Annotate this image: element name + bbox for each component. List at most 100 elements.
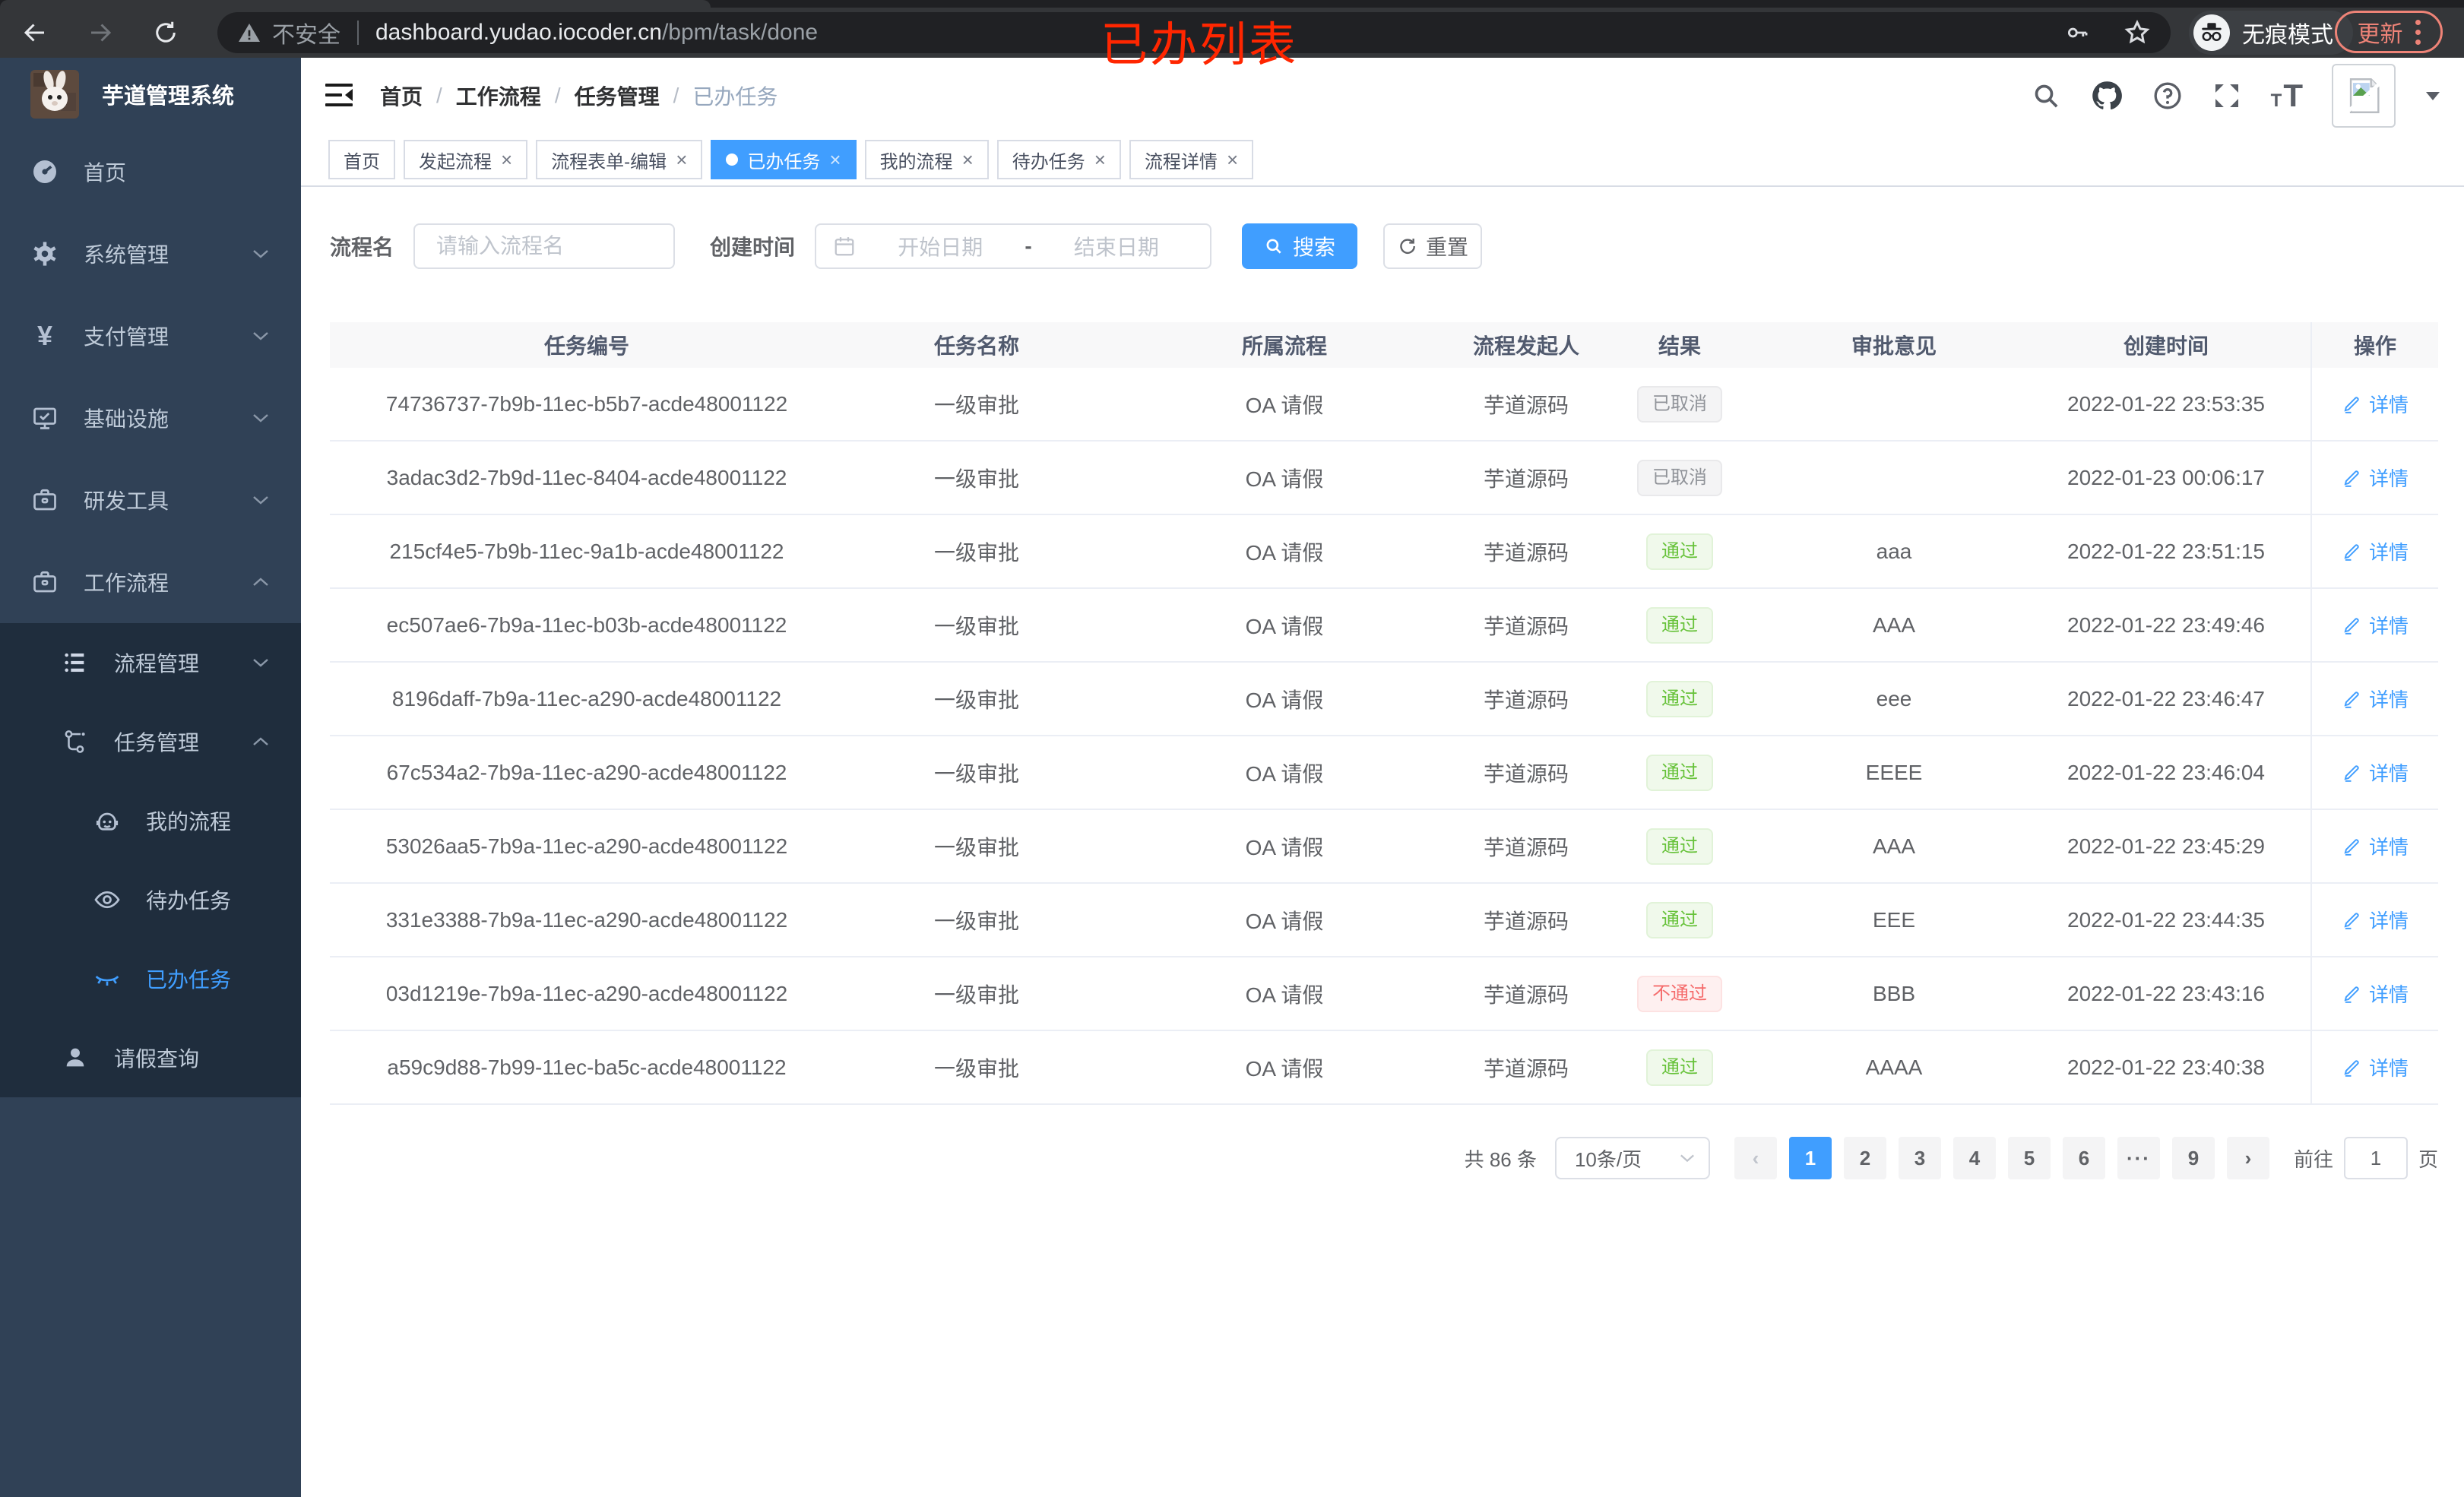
process-cell: OA 请假: [1245, 540, 1324, 565]
pagination: 共 86 条 10条/页 ‹ 1 2 3 4 5 6 ··· 9: [1465, 1137, 2438, 1179]
tab[interactable]: 已办任务 ×: [711, 140, 857, 179]
page-button[interactable]: ‹: [1734, 1137, 1777, 1179]
browser-back-icon[interactable]: [21, 19, 49, 46]
sidebar-toggle-icon[interactable]: [325, 82, 356, 108]
detail-link[interactable]: 详情: [2342, 464, 2409, 492]
caret-down-icon[interactable]: [2424, 90, 2441, 101]
sidebar-item-workflow[interactable]: 工作流程: [0, 541, 301, 623]
sidebar-item-leave-query[interactable]: 请假查询: [0, 1018, 301, 1097]
process-cell: OA 请假: [1245, 1056, 1324, 1081]
sidebar-item-system[interactable]: 系统管理: [0, 213, 301, 295]
tab-close-icon[interactable]: ×: [676, 148, 688, 171]
tab-label: 我的流程: [879, 151, 953, 172]
sidebar-item-infrastructure[interactable]: 基础设施: [0, 377, 301, 459]
detail-link[interactable]: 详情: [2342, 611, 2409, 639]
actions-cell: 详情: [2310, 736, 2438, 809]
sidebar-item-todo-tasks[interactable]: 待办任务: [0, 860, 301, 939]
avatar[interactable]: [2332, 64, 2396, 128]
app-logo[interactable]: 芋道管理系统: [0, 58, 301, 131]
process-name-input[interactable]: [413, 223, 676, 269]
page-button[interactable]: ···: [2117, 1137, 2160, 1179]
breadcrumb-task-management[interactable]: 任务管理: [574, 85, 660, 109]
comment-cell: BBB: [1872, 981, 1916, 1005]
tab[interactable]: 我的流程 ×: [864, 140, 989, 179]
edit-pencil-icon: [2344, 543, 2359, 561]
initiator-cell: 芋道源码: [1483, 761, 1569, 786]
browser-reload-icon[interactable]: [152, 19, 179, 46]
bookmark-star-icon[interactable]: [2124, 19, 2151, 46]
page-size-select[interactable]: 10条/页: [1554, 1137, 1710, 1179]
page-button[interactable]: 5: [2007, 1137, 2051, 1179]
breadcrumb-home[interactable]: 首页: [380, 85, 423, 109]
tab-close-icon[interactable]: ×: [961, 148, 974, 171]
tab[interactable]: 待办任务 ×: [996, 140, 1121, 179]
tab[interactable]: 流程表单-编辑 ×: [536, 140, 703, 179]
url-host: dashboard.yudao.iocoder.cn: [375, 20, 662, 45]
detail-link[interactable]: 详情: [2342, 758, 2409, 786]
fullscreen-icon[interactable]: [2212, 81, 2242, 111]
end-date-placeholder[interactable]: 结束日期: [1073, 236, 1159, 259]
actions-cell: 详情: [2310, 957, 2438, 1030]
table-row: ec507ae6-7b9a-11ec-b03b-acde48001122 一级审…: [330, 589, 2438, 663]
page-button[interactable]: 3: [1898, 1137, 1941, 1179]
task-name-cell: 一级审批: [933, 614, 1019, 638]
comment-cell: [1766, 442, 2022, 514]
address-bar[interactable]: 不安全 dashboard.yudao.iocoder.cn/bpm/task/…: [217, 12, 2171, 53]
github-icon[interactable]: [2090, 79, 2124, 112]
tab-close-icon[interactable]: ×: [1226, 148, 1239, 171]
help-icon[interactable]: [2152, 81, 2183, 111]
date-range-picker[interactable]: 开始日期 - 结束日期: [815, 223, 1212, 269]
sidebar-item-home[interactable]: 首页: [0, 131, 301, 213]
tab-label: 待办任务: [1012, 151, 1085, 172]
tab[interactable]: 首页 ×: [328, 140, 395, 179]
detail-link[interactable]: 详情: [2342, 980, 2409, 1008]
detail-link[interactable]: 详情: [2342, 906, 2409, 934]
detail-link[interactable]: 详情: [2342, 1053, 2409, 1081]
browser-update-button[interactable]: 更新: [2335, 11, 2443, 53]
start-date-placeholder[interactable]: 开始日期: [898, 236, 983, 259]
security-label[interactable]: 不安全: [272, 23, 340, 48]
detail-link[interactable]: 详情: [2342, 390, 2409, 418]
workflow-submenu: 流程管理 任务管理 我的流程 待办任务 已办任务 请假查询: [0, 623, 301, 1097]
password-key-icon[interactable]: [2064, 20, 2090, 46]
result-badge: 通过: [1646, 606, 1713, 644]
main-area: 首页 / 工作流程 / 任务管理 / 已办任务 TT 首页 ×: [301, 58, 2464, 1497]
sidebar-item-devtools[interactable]: 研发工具: [0, 459, 301, 541]
sidebar-item-payment[interactable]: ¥ 支付管理: [0, 295, 301, 377]
search-button[interactable]: 搜索: [1242, 223, 1358, 269]
comment-cell: AAA: [1872, 834, 1916, 858]
task-name-cell: 一级审批: [933, 761, 1019, 786]
browser-menu-icon[interactable]: [2415, 19, 2421, 45]
page-button[interactable]: 9: [2171, 1137, 2215, 1179]
page-button[interactable]: 6: [2062, 1137, 2105, 1179]
breadcrumb-workflow[interactable]: 工作流程: [455, 85, 541, 109]
page-button[interactable]: ›: [2226, 1137, 2269, 1179]
incognito-badge: 无痕模式: [2189, 11, 2353, 55]
page-button[interactable]: 4: [1953, 1137, 1996, 1179]
tab-close-icon[interactable]: ×: [1094, 148, 1106, 171]
sidebar-item-my-process[interactable]: 我的流程: [0, 781, 301, 860]
detail-link[interactable]: 详情: [2342, 685, 2409, 713]
result-badge: 通过: [1646, 1049, 1713, 1086]
result-cell: 不通过: [1593, 957, 1766, 1030]
tab[interactable]: 发起流程 ×: [404, 140, 528, 179]
goto-page-input[interactable]: [2343, 1137, 2408, 1179]
process-cell: OA 请假: [1245, 614, 1324, 638]
search-icon[interactable]: [2031, 81, 2061, 111]
pager: ‹ 1 2 3 4 5 6 ··· 9 ›: [1728, 1137, 2276, 1179]
edit-pencil-icon: [2344, 396, 2359, 413]
detail-link[interactable]: 详情: [2342, 832, 2409, 860]
sidebar-item-done-tasks[interactable]: 已办任务: [0, 939, 301, 1018]
browser-forward-icon[interactable]: [87, 19, 114, 46]
page-button[interactable]: 1: [1788, 1137, 1832, 1179]
result-badge: 通过: [1646, 828, 1713, 865]
tab[interactable]: 流程详情 ×: [1129, 140, 1254, 179]
tab-close-icon[interactable]: ×: [829, 148, 841, 171]
tab-close-icon[interactable]: ×: [501, 148, 513, 171]
detail-link[interactable]: 详情: [2342, 537, 2409, 565]
sidebar-item-process-management[interactable]: 流程管理: [0, 623, 301, 702]
sidebar-item-task-management[interactable]: 任务管理: [0, 702, 301, 781]
page-button[interactable]: 2: [1843, 1137, 1886, 1179]
reset-button[interactable]: 重置: [1383, 223, 1483, 269]
